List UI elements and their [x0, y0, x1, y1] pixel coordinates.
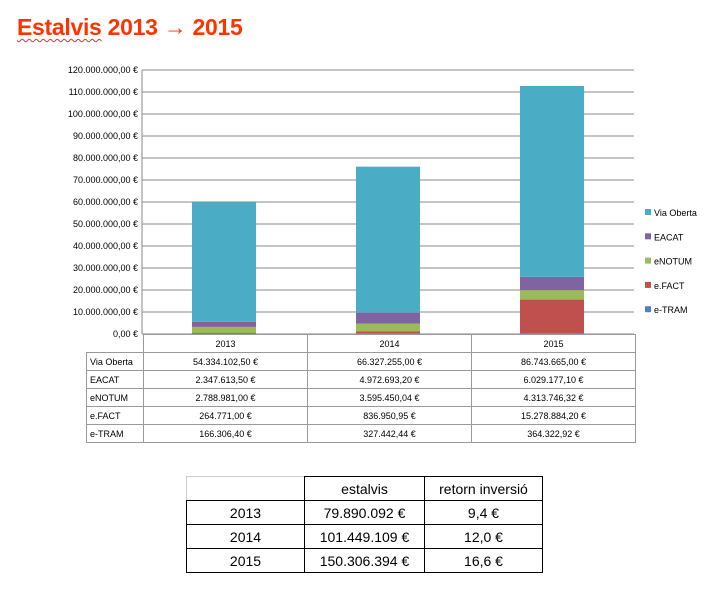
bar-segment-e-tram [356, 333, 420, 334]
legend-label: e.FACT [654, 281, 685, 291]
value-cell: 836.950,95 € [307, 406, 472, 425]
summary-cell: 101.449.109 € [304, 524, 425, 549]
bar-segment-enotum [192, 326, 256, 334]
y-tick-label: 120.000.000,00 € [68, 65, 138, 75]
summary-cell: 12,0 € [424, 524, 543, 549]
y-tick-label: 90.000.000,00 € [73, 131, 138, 141]
bar-segment-enotum [520, 290, 584, 300]
page-title: Estalvis 2013 → 2015 [17, 14, 243, 41]
value-cell: 54.334.102,50 € [143, 352, 308, 371]
title-word: Estalvis [17, 14, 102, 40]
column-header: estalvis [304, 476, 425, 501]
value-cell: 364.322,92 € [471, 424, 636, 443]
series-name: Via Oberta [86, 352, 144, 371]
value-cell: 2.788.981,00 € [143, 388, 308, 407]
bar-segment-e-fact [356, 331, 420, 334]
y-tick-label: 80.000.000,00 € [73, 153, 138, 163]
chart-data-table: 2013 2014 2015 Via Oberta 54.334.102,50 €66.… [86, 334, 636, 443]
category-label: 2013 [143, 334, 308, 353]
empty-cell [186, 476, 305, 501]
bar-segment-e-tram [520, 333, 584, 334]
summary-cell: 16,6 € [424, 548, 543, 573]
bar-segment-via-oberta [520, 85, 584, 277]
summary-row: 2014 101.449.109 €12,0 € [186, 524, 543, 549]
series-name: EACAT [86, 370, 144, 389]
value-cell: 327.442,44 € [307, 424, 472, 443]
summary-row: 2015 150.306.394 €16,6 € [186, 548, 543, 573]
empty-cell [87, 335, 144, 353]
bar-segment-e-fact [192, 333, 256, 334]
y-tick-label: 50.000.000,00 € [73, 219, 138, 229]
category-label: 2015 [471, 334, 636, 353]
value-cell: 86.743.665,00 € [471, 352, 636, 371]
column-header: retorn inversió [424, 476, 543, 501]
y-tick-label: 10.000.000,00 € [73, 307, 138, 317]
summary-cell: 2014 [186, 524, 305, 549]
title-range: 2013 → 2015 [107, 14, 243, 40]
summary-cell: 150.306.394 € [304, 548, 425, 573]
series-name: e.FACT [86, 406, 144, 425]
legend-label: e-TRAM [654, 305, 688, 315]
value-cell: 3.595.450,04 € [307, 388, 472, 407]
y-tick-label: 20.000.000,00 € [73, 285, 138, 295]
category-label: 2014 [307, 334, 472, 353]
y-tick-label: 30.000.000,00 € [73, 263, 138, 273]
y-tick-label: 70.000.000,00 € [73, 175, 138, 185]
summary-table: estalvis retorn inversió 2013 79.890.092 €9… [186, 476, 543, 573]
summary-cell: 2015 [186, 548, 305, 573]
legend-swatch [645, 257, 651, 264]
summary-header: estalvis retorn inversió [186, 476, 543, 501]
value-cell: 4.972.693,20 € [307, 370, 472, 389]
bar-segment-via-oberta [192, 202, 256, 322]
value-cell: 4.313.746,32 € [471, 388, 636, 407]
series-name: eNOTUM [86, 388, 144, 407]
value-cell: 2.347.613,50 € [143, 370, 308, 389]
value-cell: 15.278.884,20 € [471, 406, 636, 425]
summary-cell: 79.890.092 € [304, 500, 425, 525]
legend-swatch [645, 233, 651, 240]
bar-segment-e-fact [520, 299, 584, 334]
bar-segment-eacat [520, 276, 584, 291]
y-tick-label: 0,00 € [113, 329, 138, 339]
legend-label: EACAT [654, 232, 684, 242]
data-table-row: eNOTUM 2.788.981,00 €3.595.450,04 €4.313.… [86, 388, 636, 407]
data-table-row: e.FACT 264.771,00 €836.950,95 €15.278.884… [86, 406, 636, 425]
data-table-row: e-TRAM 166.306,40 €327.442,44 €364.322,92… [86, 424, 636, 443]
data-table-row: Via Oberta 54.334.102,50 €66.327.255,00 €… [86, 352, 636, 371]
legend-swatch [645, 281, 651, 288]
legend-label: Via Oberta [654, 208, 697, 218]
y-tick-label: 40.000.000,00 € [73, 241, 138, 251]
data-table-row: EACAT 2.347.613,50 €4.972.693,20 €6.029.1… [86, 370, 636, 389]
summary-cell: 2013 [186, 500, 305, 525]
legend-label: eNOTUM [654, 257, 692, 267]
value-cell: 6.029.177,10 € [471, 370, 636, 389]
y-tick-label: 60.000.000,00 € [73, 197, 138, 207]
summary-cell: 9,4 € [424, 500, 543, 525]
value-cell: 166.306,40 € [143, 424, 308, 443]
bar-segment-enotum [356, 323, 420, 332]
series-name: e-TRAM [86, 424, 144, 443]
legend-swatch [645, 306, 651, 313]
data-table-header: 2013 2014 2015 [87, 334, 636, 353]
bar-segment-via-oberta [356, 166, 420, 313]
value-cell: 66.327.255,00 € [307, 352, 472, 371]
y-tick-label: 100.000.000,00 € [68, 109, 138, 119]
y-tick-label: 110.000.000,00 € [69, 87, 138, 97]
bar-segment-eacat [192, 321, 256, 327]
legend-swatch [645, 209, 651, 215]
summary-row: 2013 79.890.092 €9,4 € [186, 500, 543, 525]
value-cell: 264.771,00 € [143, 406, 308, 425]
bar-segment-eacat [356, 312, 420, 324]
